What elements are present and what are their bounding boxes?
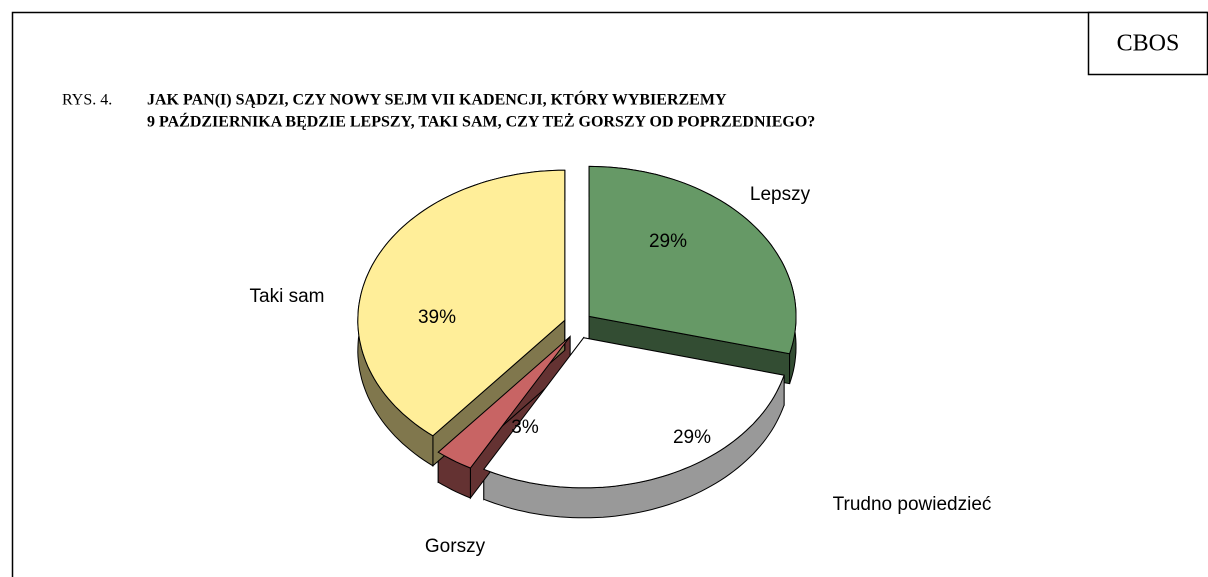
value-label: 29% bbox=[673, 427, 711, 448]
slice bbox=[482, 337, 785, 489]
figure-label: RYS. 4. bbox=[62, 92, 112, 109]
slice-tops bbox=[357, 165, 797, 489]
category-label: Lepszy bbox=[750, 184, 811, 205]
slice bbox=[588, 165, 797, 355]
category-label: Gorszy bbox=[425, 536, 486, 557]
chart-title: 9 PAŹDZIERNIKA BĘDZIE LEPSZY, TAKI SAM, … bbox=[147, 112, 815, 131]
slice bbox=[357, 169, 566, 437]
value-label: 3% bbox=[511, 417, 539, 438]
badge: CBOS bbox=[1117, 31, 1180, 57]
value-label: 29% bbox=[649, 231, 687, 252]
slice bbox=[437, 336, 571, 469]
chart-title: JAK PAN(I) SĄDZI, CZY NOWY SEJM VII KADE… bbox=[147, 90, 727, 109]
category-label: Trudno powiedzieć bbox=[833, 494, 992, 515]
value-label: 39% bbox=[418, 307, 456, 328]
category-label: Taki sam bbox=[250, 286, 325, 307]
frame bbox=[11, 11, 1208, 577]
